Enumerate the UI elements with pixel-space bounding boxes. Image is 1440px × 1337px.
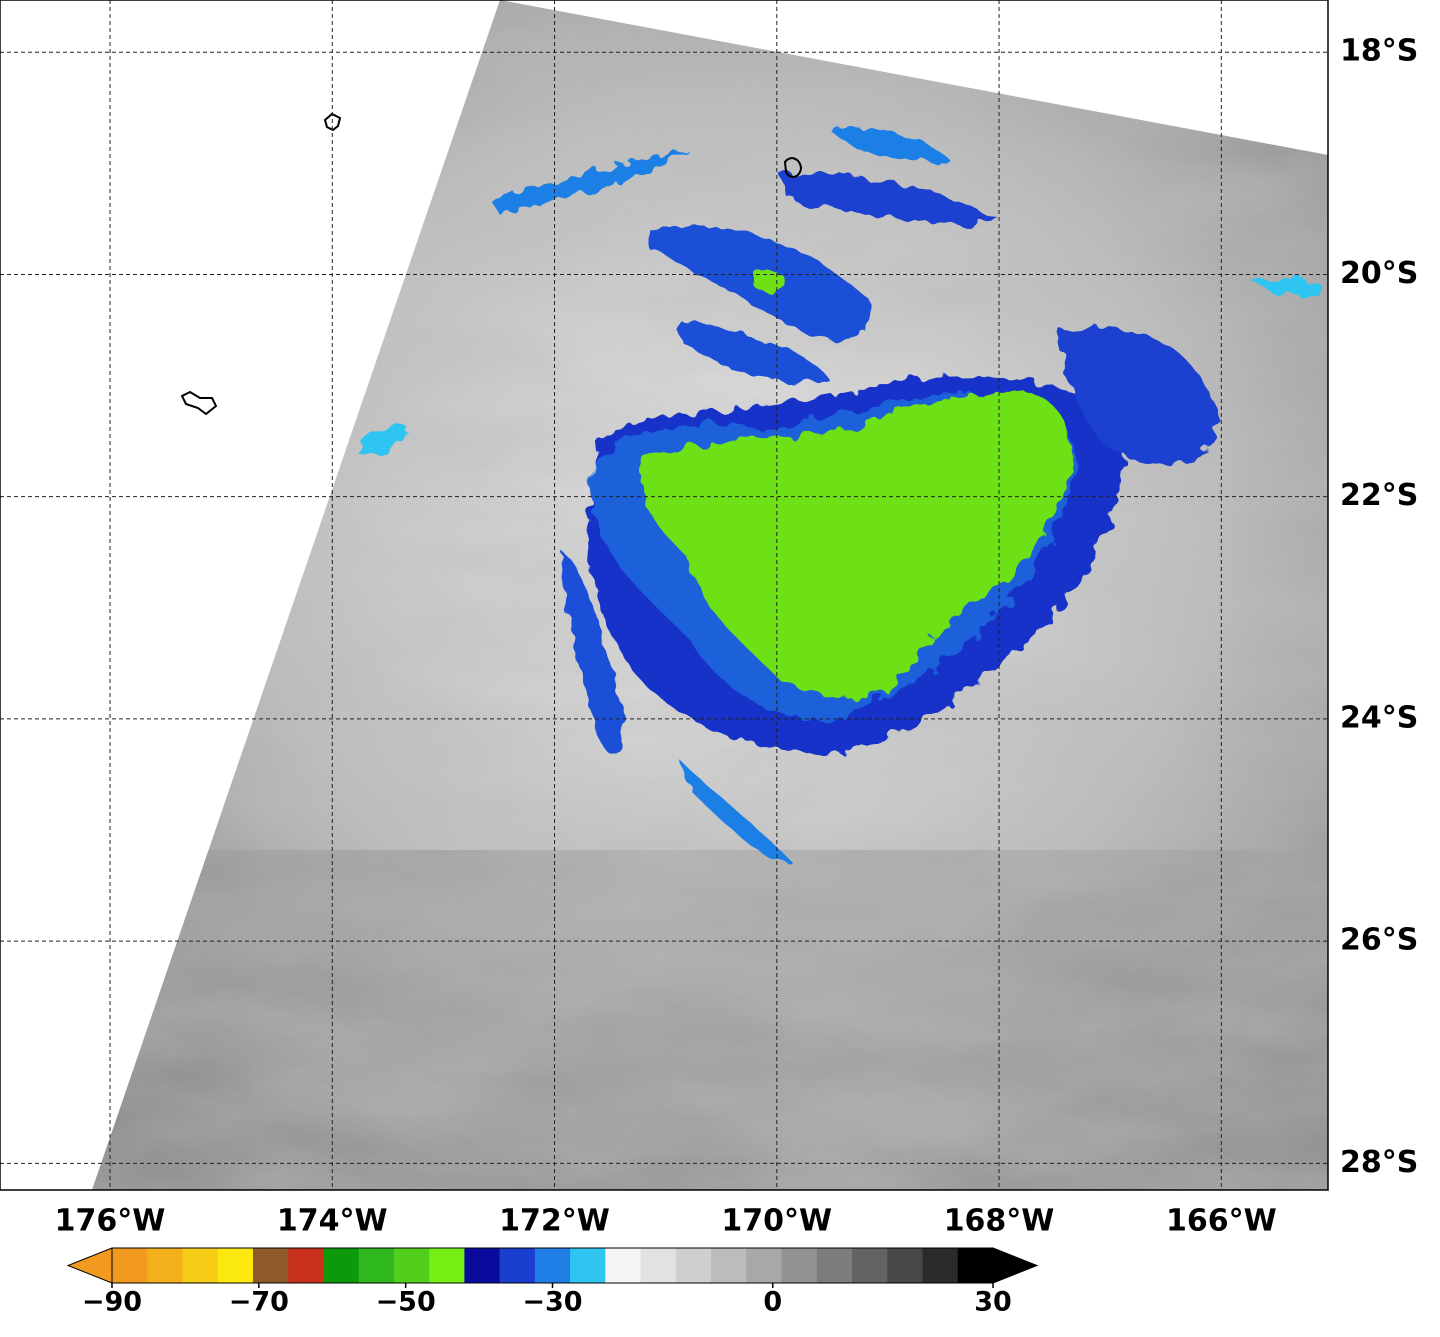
colorbar-cell <box>711 1248 747 1283</box>
lat-tick-label: 24°S <box>1340 700 1418 735</box>
lon-tick-label: 172°W <box>499 1204 610 1239</box>
colorbar-cell <box>675 1248 712 1283</box>
lat-tick-label: 22°S <box>1340 478 1418 513</box>
lat-tick-label: 28°S <box>1340 1145 1418 1180</box>
lon-tick-label: 170°W <box>721 1204 832 1239</box>
lat-tick-label: 18°S <box>1340 34 1418 69</box>
colorbar-tick-label: 30 <box>974 1287 1012 1318</box>
colorbar-cell <box>816 1248 853 1283</box>
lon-tick-label: 174°W <box>277 1204 388 1239</box>
colorbar-cell <box>252 1248 289 1283</box>
colorbar-tick-label: −70 <box>229 1287 289 1318</box>
satellite-image <box>92 0 1328 1190</box>
colorbar-cell <box>781 1248 818 1283</box>
lon-tick-label: 166°W <box>1166 1204 1277 1239</box>
colorbar-cell <box>393 1248 430 1283</box>
lat-tick-label: 20°S <box>1340 256 1418 291</box>
graticule <box>0 0 1328 1190</box>
colorbar-cell <box>534 1248 571 1283</box>
island <box>180 390 218 416</box>
colorbar-tick-label: −30 <box>522 1287 582 1318</box>
colorbar-cell <box>429 1248 465 1283</box>
map-frame <box>0 0 1329 1191</box>
colorbar-cell <box>887 1248 924 1283</box>
colorbar-cell <box>640 1248 677 1283</box>
colorbar-cell <box>323 1248 360 1283</box>
colorbar-cell <box>746 1248 783 1283</box>
colorbar-cell <box>112 1248 148 1283</box>
colorbar-extend-high <box>992 1247 1039 1284</box>
colorbar-extend-low <box>66 1247 113 1284</box>
colorbar-cell <box>147 1248 184 1283</box>
colorbar-cell <box>182 1248 219 1283</box>
colorbar-cell <box>499 1248 536 1283</box>
colorbar-cell <box>570 1248 606 1283</box>
axis-labels: 176°W 174°W 172°W 170°W 168°W 166°W 18°S 20°S 22… <box>55 34 1419 1239</box>
colorbar: −90 −70 −50 −30 0 30 <box>66 1247 1039 1318</box>
colorbar-cell <box>464 1248 501 1283</box>
colorbar-cell <box>922 1248 959 1283</box>
colorbar-tick-label: 0 <box>763 1287 782 1318</box>
colorbar-cell <box>605 1248 642 1283</box>
colorbar-cell <box>852 1248 888 1283</box>
lat-tick-label: 26°S <box>1340 923 1418 958</box>
colorbar-cell <box>288 1248 325 1283</box>
colorbar-tick-label: −50 <box>376 1287 436 1318</box>
lon-tick-label: 176°W <box>55 1204 166 1239</box>
colorbar-cell <box>957 1248 994 1283</box>
colorbar-cell <box>358 1248 395 1283</box>
island <box>783 157 803 178</box>
lon-tick-label: 168°W <box>944 1204 1055 1239</box>
colorbar-tick-label: −90 <box>82 1287 142 1318</box>
colorbar-cell <box>217 1248 254 1283</box>
